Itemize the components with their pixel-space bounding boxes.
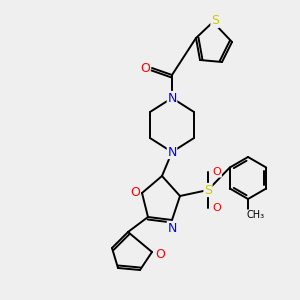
Text: O: O [213, 167, 221, 177]
Text: S: S [204, 184, 212, 196]
Text: O: O [213, 203, 221, 213]
Text: S: S [211, 14, 219, 28]
Text: O: O [140, 61, 150, 74]
Text: CH₃: CH₃ [247, 210, 265, 220]
Text: N: N [167, 221, 177, 235]
Text: O: O [155, 248, 165, 260]
Text: N: N [167, 92, 177, 104]
Text: O: O [130, 187, 140, 200]
Text: N: N [167, 146, 177, 158]
